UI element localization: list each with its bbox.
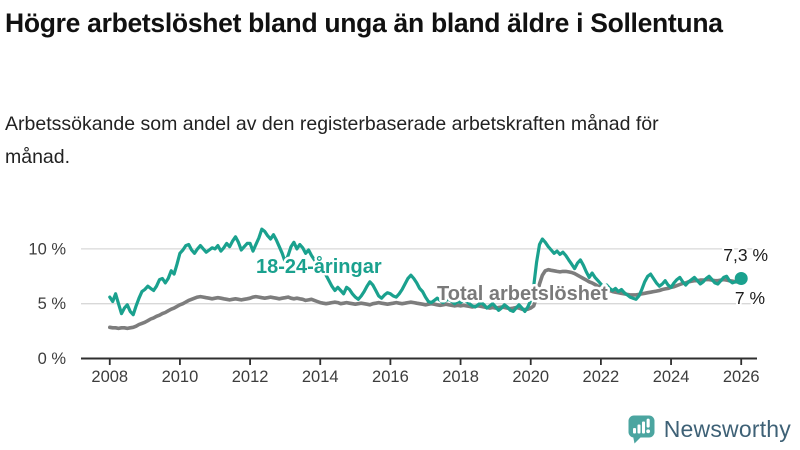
y-tick-label: 10 % bbox=[28, 240, 66, 258]
x-tick-label: 2014 bbox=[302, 368, 339, 386]
x-tick-label: 2012 bbox=[232, 368, 269, 386]
x-tick-label: 2008 bbox=[91, 368, 128, 386]
end-value-label-young: 7,3 % bbox=[723, 245, 768, 265]
series-label-young: 18-24-åringar bbox=[256, 255, 382, 278]
newsworthy-brand: Newsworthy bbox=[628, 415, 791, 444]
line-young-18-24 bbox=[108, 227, 743, 317]
data-series bbox=[108, 227, 748, 331]
series-label-total: Total arbetslöshet bbox=[437, 283, 608, 305]
x-tick-label: 2024 bbox=[653, 368, 690, 386]
y-tick-label: 0 % bbox=[38, 350, 67, 368]
newsworthy-logo-icon bbox=[628, 415, 655, 444]
page-title: Högre arbetslöshet bland unga än bland ä… bbox=[5, 8, 723, 38]
x-tick-label: 2020 bbox=[512, 368, 549, 386]
x-tick-label: 2022 bbox=[583, 368, 620, 386]
y-tick-label: 5 % bbox=[38, 295, 67, 313]
x-tick-label: 2018 bbox=[442, 368, 479, 386]
line-total bbox=[108, 267, 744, 331]
x-tick-label: 2010 bbox=[162, 368, 199, 386]
newsworthy-logo-text: Newsworthy bbox=[663, 416, 791, 442]
end-value-label-total: 7 % bbox=[735, 288, 765, 308]
x-tick-label: 2016 bbox=[372, 368, 409, 386]
end-dot-young bbox=[734, 271, 748, 285]
x-axis: 2008 2010 2012 2014 2016 2018 2020 2022 2024 2026 bbox=[81, 357, 760, 386]
x-tick-label: 2026 bbox=[723, 368, 760, 386]
chart-subtitle: Arbetssökande som andel av den registerb… bbox=[5, 113, 659, 169]
